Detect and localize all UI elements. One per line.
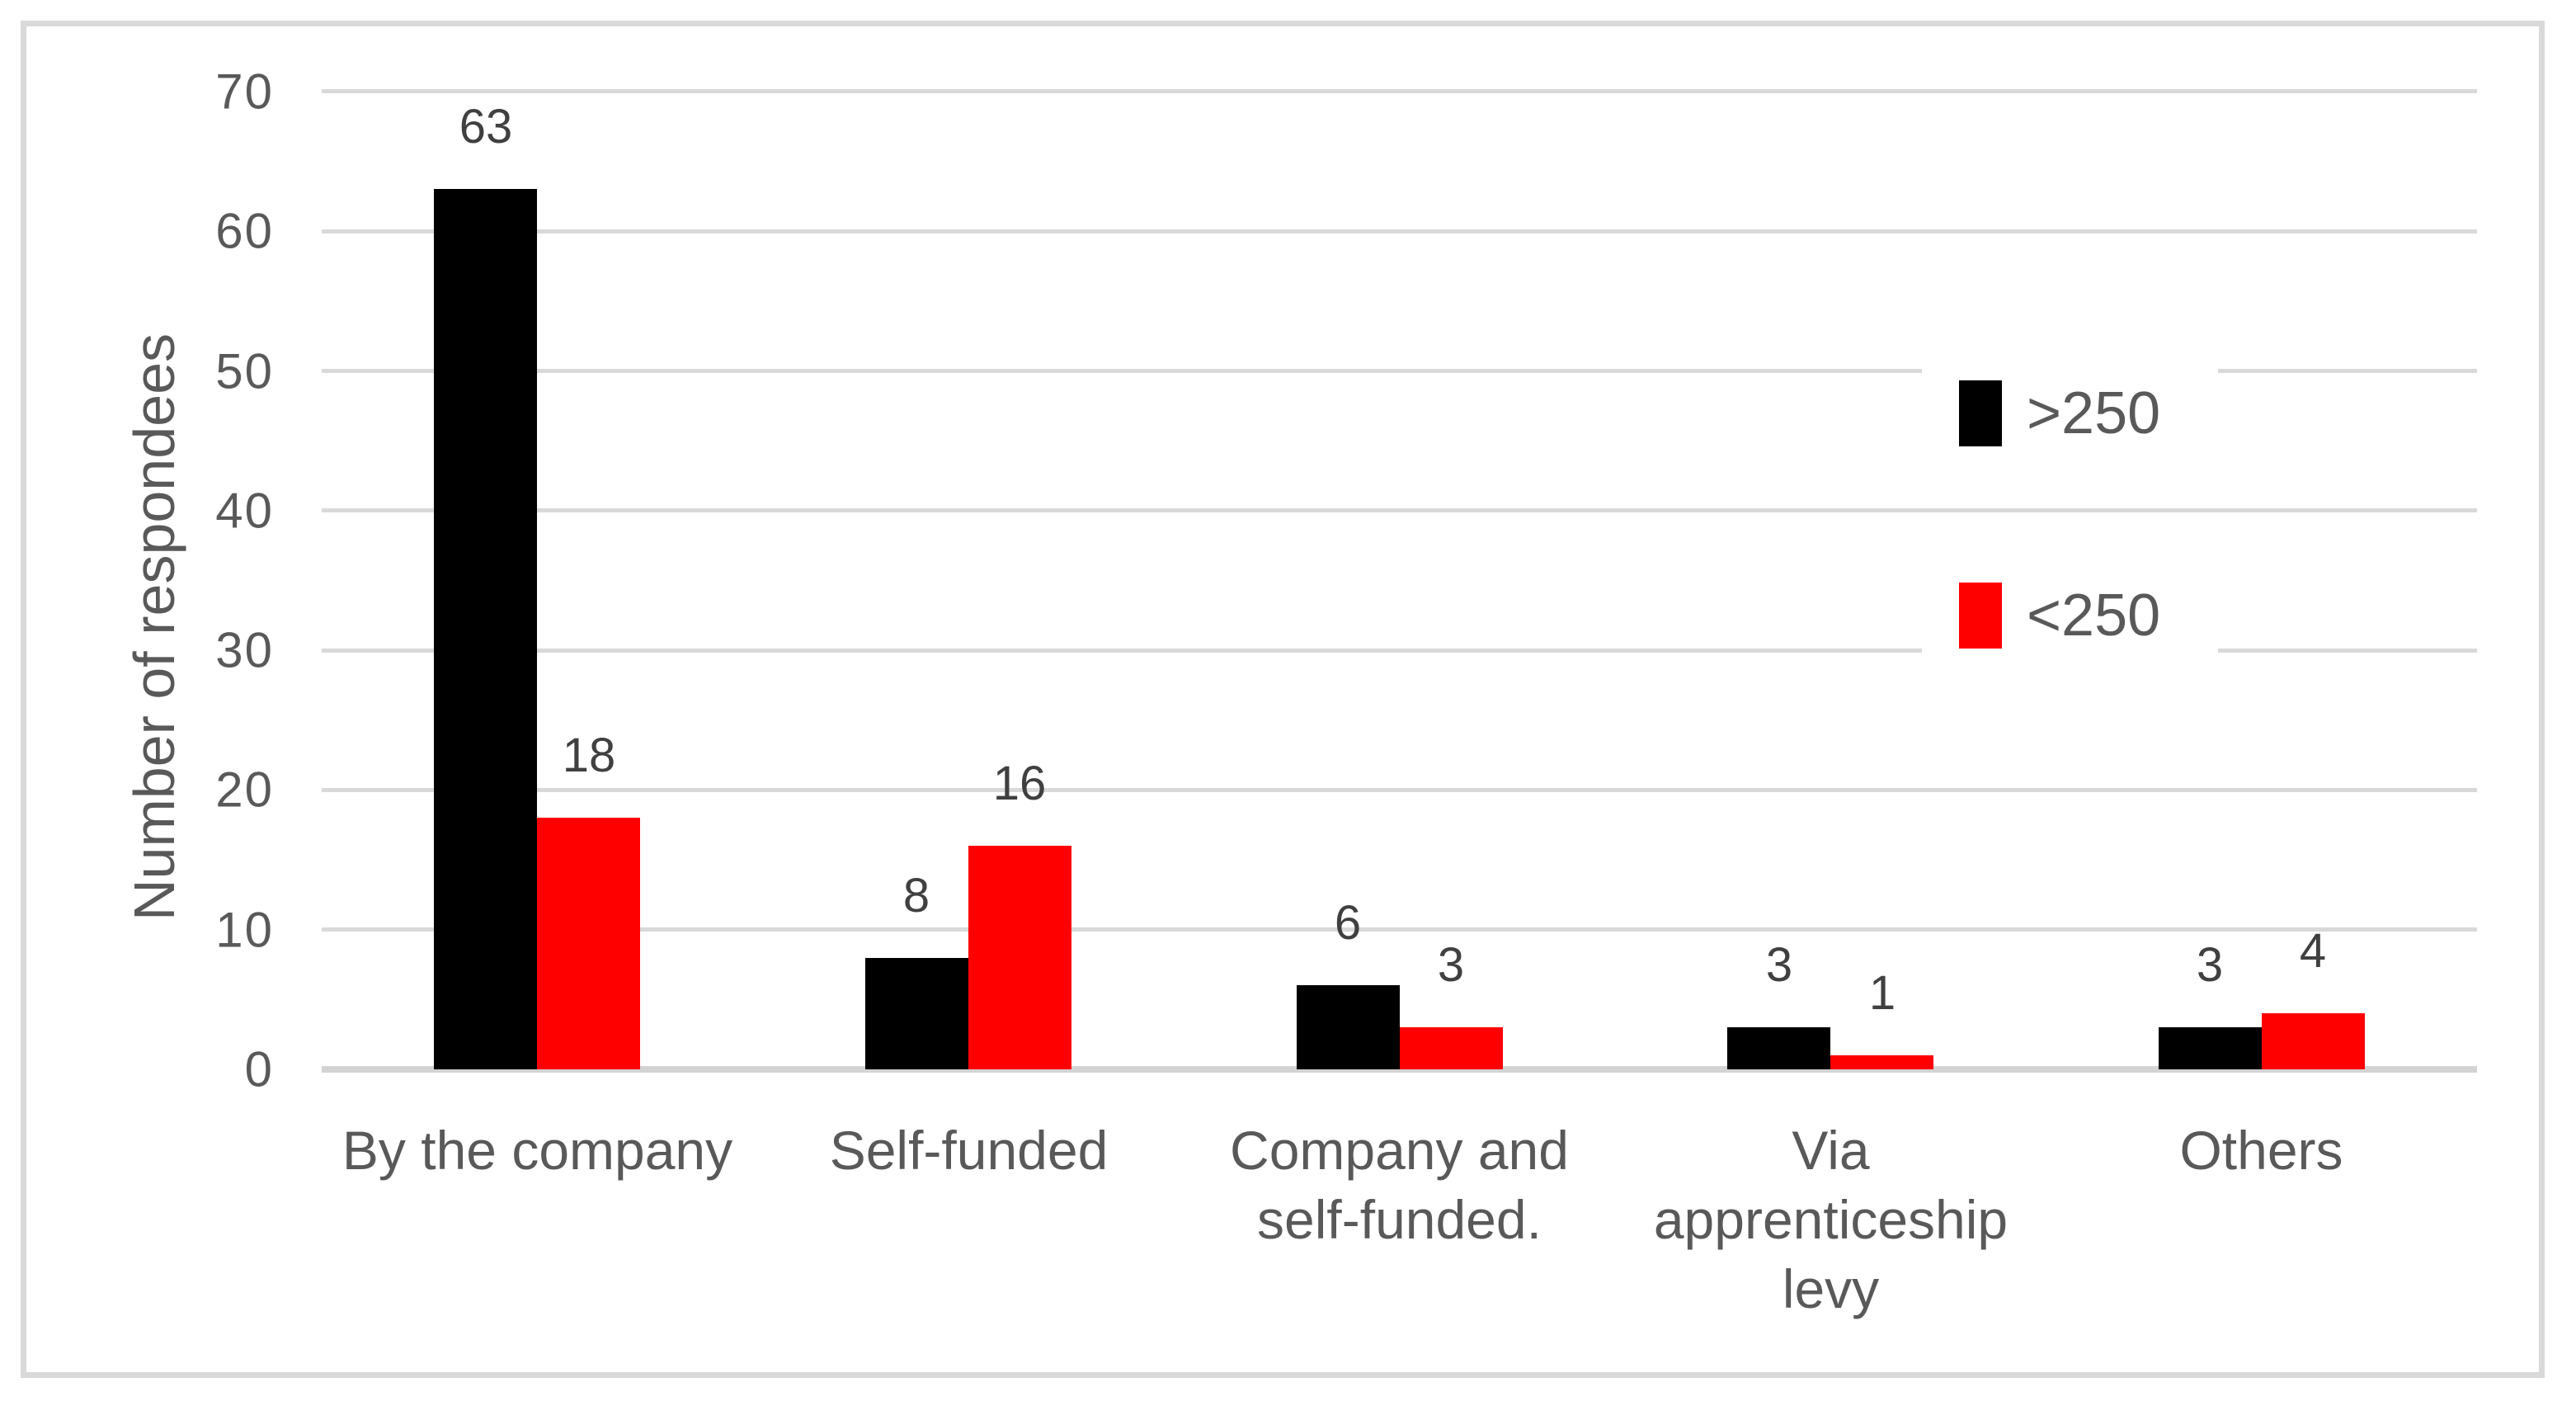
gridline-20 <box>322 788 2477 792</box>
bar-series0-cat4 <box>2159 1027 2262 1069</box>
y-tick-label-60: 60 <box>215 203 274 259</box>
legend-swatch-icon <box>1959 583 2002 649</box>
data-label-series0-cat3: 3 <box>1765 938 1793 992</box>
gridline-40 <box>322 508 2477 512</box>
legend: >250 <250 <box>1922 351 2219 678</box>
gridline-0 <box>322 1066 2477 1073</box>
bar-series1-cat1 <box>968 846 1071 1069</box>
x-axis-category-labels: By the company Self-funded Company and sel… <box>322 1116 2477 1363</box>
data-label-series1-cat0: 18 <box>562 729 616 782</box>
gridline-70 <box>322 89 2477 93</box>
gridline-30 <box>322 649 2477 653</box>
bar-series1-cat2 <box>1400 1027 1503 1069</box>
bar-series0-cat2 <box>1297 985 1400 1069</box>
y-tick-label-50: 50 <box>215 343 274 399</box>
legend-item-0: >250 <box>1922 351 2219 476</box>
y-tick-label-20: 20 <box>215 762 274 818</box>
data-label-series1-cat1: 16 <box>992 757 1047 810</box>
bar-series0-cat1 <box>865 958 968 1069</box>
gridline-60 <box>322 229 2477 234</box>
y-tick-label-10: 10 <box>215 902 274 958</box>
y-tick-label-40: 40 <box>215 483 274 539</box>
plot-area: 63 18 8 16 6 3 3 1 3 4 <box>322 89 2477 1073</box>
legend-label: <250 <box>2027 583 2161 649</box>
bar-series0-cat3 <box>1727 1027 1830 1069</box>
bar-series1-cat4 <box>2262 1013 2365 1069</box>
legend-label: >250 <box>2027 380 2161 446</box>
data-label-series1-cat3: 1 <box>1868 966 1896 1020</box>
bar-series1-cat0 <box>537 818 640 1069</box>
data-label-series0-cat0: 63 <box>459 100 513 153</box>
data-label-series1-cat2: 3 <box>1437 938 1465 992</box>
data-label-series0-cat2: 6 <box>1334 896 1362 950</box>
bar-series0-cat0 <box>434 189 537 1069</box>
data-label-series1-cat4: 4 <box>2299 924 2327 978</box>
y-tick-label-0: 0 <box>244 1041 274 1097</box>
legend-swatch-icon <box>1959 380 2002 446</box>
y-tick-label-70: 70 <box>215 64 274 120</box>
category-label-2: Company and self-funded. <box>1230 1120 1569 1250</box>
data-label-series0-cat1: 8 <box>902 869 930 922</box>
bar-series1-cat3 <box>1830 1055 1933 1069</box>
legend-item-1: <250 <box>1922 553 2219 678</box>
data-label-series0-cat4: 3 <box>2196 938 2224 992</box>
y-axis-tick-labels: 0 10 20 30 40 50 60 70 <box>0 64 274 1097</box>
category-label-3: Via apprenticeship levy <box>1653 1120 2009 1319</box>
gridline-50 <box>322 369 2477 373</box>
category-label-1: Self-funded <box>829 1120 1109 1181</box>
category-label-4: Others <box>2179 1120 2343 1181</box>
gridline-10 <box>322 927 2477 932</box>
y-tick-label-30: 30 <box>215 622 274 678</box>
chart-border <box>21 21 2545 1378</box>
category-label-0: By the company <box>341 1120 733 1181</box>
